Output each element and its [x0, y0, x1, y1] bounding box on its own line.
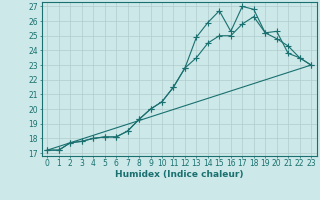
X-axis label: Humidex (Indice chaleur): Humidex (Indice chaleur) [115, 170, 244, 179]
